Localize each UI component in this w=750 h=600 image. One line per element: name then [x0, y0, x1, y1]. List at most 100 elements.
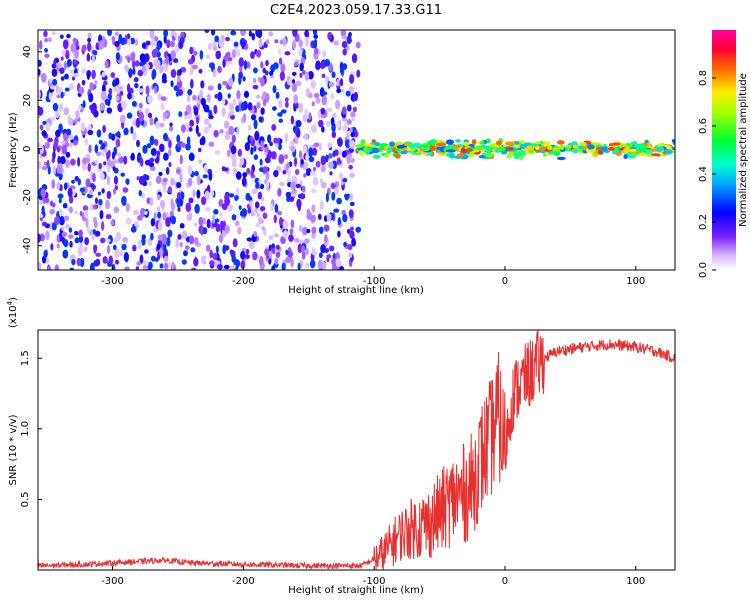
heatmap-cell [101, 71, 106, 78]
heatmap-cell [134, 220, 138, 227]
heatmap-cell [258, 116, 263, 123]
heatmap-cell [227, 93, 231, 99]
heatmap-cell [131, 100, 137, 107]
heatmap-cell [88, 92, 94, 103]
heatmap-cell [53, 140, 59, 151]
heatmap-cell [636, 149, 643, 154]
heatmap-cell [189, 235, 195, 245]
heatmap-cell [137, 239, 142, 250]
heatmap-cell [45, 122, 51, 132]
heatmap-cell [235, 171, 242, 180]
heatmap-cell [193, 50, 198, 56]
heatmap-cell [516, 151, 527, 156]
heatmap-cell [288, 78, 292, 86]
heatmap-cell [160, 96, 167, 101]
heatmap-cell [348, 32, 352, 38]
heatmap-cell [213, 44, 218, 52]
heatmap-cell [302, 226, 308, 236]
heatmap-cell [162, 178, 168, 183]
heatmap-cell [94, 220, 98, 229]
heatmap-cell [93, 259, 100, 267]
colorbar-tick-label: 0.4 [698, 166, 709, 182]
heatmap-cell [234, 220, 240, 227]
heatmap-cell [39, 200, 44, 206]
heatmap-cell [277, 188, 282, 197]
heatmap-cell [94, 80, 98, 86]
heatmap-cell [87, 37, 92, 43]
heatmap-cell [139, 157, 144, 167]
heatmap-cell [88, 188, 94, 196]
heatmap-cell [355, 41, 361, 49]
heatmap-cell [306, 168, 312, 174]
heatmap-cell [198, 159, 203, 165]
heatmap-cell [210, 30, 216, 36]
heatmap-cell [323, 224, 330, 232]
heatmap-cell [302, 134, 309, 140]
heatmap-cell [62, 202, 68, 209]
heatmap-cell [56, 234, 60, 243]
heatmap-cell [342, 48, 347, 56]
heatmap-cell [115, 138, 121, 148]
heatmap-cell [354, 144, 363, 148]
heatmap-cell [311, 232, 316, 239]
heatmap-cell [157, 234, 164, 241]
heatmap-cell [255, 94, 261, 99]
heatmap-cell [108, 88, 113, 95]
heatmap-cell [170, 177, 175, 186]
heatmap-cell [269, 70, 274, 76]
heatmap-cell [282, 169, 287, 175]
top-x-tick-label: 0 [502, 276, 508, 287]
heatmap-cell [176, 192, 182, 201]
snr-line-plot [38, 330, 675, 570]
heatmap-cell [241, 40, 246, 48]
heatmap-cell [142, 264, 148, 270]
heatmap-cell [85, 178, 91, 188]
heatmap-cell [297, 243, 303, 254]
bottom-y-axis-label: SNR (10 * v/v) [8, 414, 19, 485]
heatmap-cell [230, 153, 237, 160]
heatmap-cell [284, 97, 289, 103]
bottom-x-tick-label: -200 [232, 576, 255, 587]
heatmap-cell [64, 87, 70, 92]
heatmap-cell [200, 97, 206, 106]
heatmap-cell [202, 217, 207, 225]
heatmap-cell [284, 51, 291, 56]
heatmap-cell [128, 72, 133, 78]
heatmap-cell [103, 80, 108, 86]
heatmap-cell [231, 214, 237, 221]
heatmap-cell [265, 60, 269, 67]
heatmap-cell [360, 139, 366, 145]
heatmap-cell [265, 39, 270, 45]
heatmap-cell [62, 39, 69, 50]
heatmap-cell [298, 39, 303, 48]
heatmap-cell [50, 243, 54, 251]
heatmap-cell [38, 142, 41, 148]
heatmap-cell [125, 203, 130, 212]
heatmap-cell [59, 34, 64, 39]
top-x-tick-label: -300 [101, 276, 124, 287]
heatmap-cell [150, 148, 157, 156]
heatmap-cell [39, 124, 44, 131]
heatmap-cell [321, 73, 326, 79]
heatmap-cell [161, 72, 167, 83]
heatmap-cell [559, 144, 565, 150]
heatmap-cell [292, 79, 296, 84]
heatmap-cell [198, 216, 204, 227]
heatmap-cell [169, 126, 174, 132]
heatmap-cell [64, 224, 71, 229]
heatmap-cell [115, 132, 121, 137]
heatmap-cell [156, 205, 161, 213]
heatmap-cell [130, 53, 136, 62]
bottom-y-tick-label: 1.5 [20, 350, 31, 366]
heatmap-cell [187, 177, 193, 187]
heatmap-cell [84, 157, 91, 164]
heatmap-cell [38, 261, 42, 270]
heatmap-cell [341, 106, 347, 115]
heatmap-cell [271, 124, 277, 131]
heatmap-cell [55, 129, 61, 138]
heatmap-cell [264, 92, 270, 103]
heatmap-cell [92, 184, 96, 190]
heatmap-cell [100, 237, 106, 244]
heatmap-cell [85, 218, 89, 228]
